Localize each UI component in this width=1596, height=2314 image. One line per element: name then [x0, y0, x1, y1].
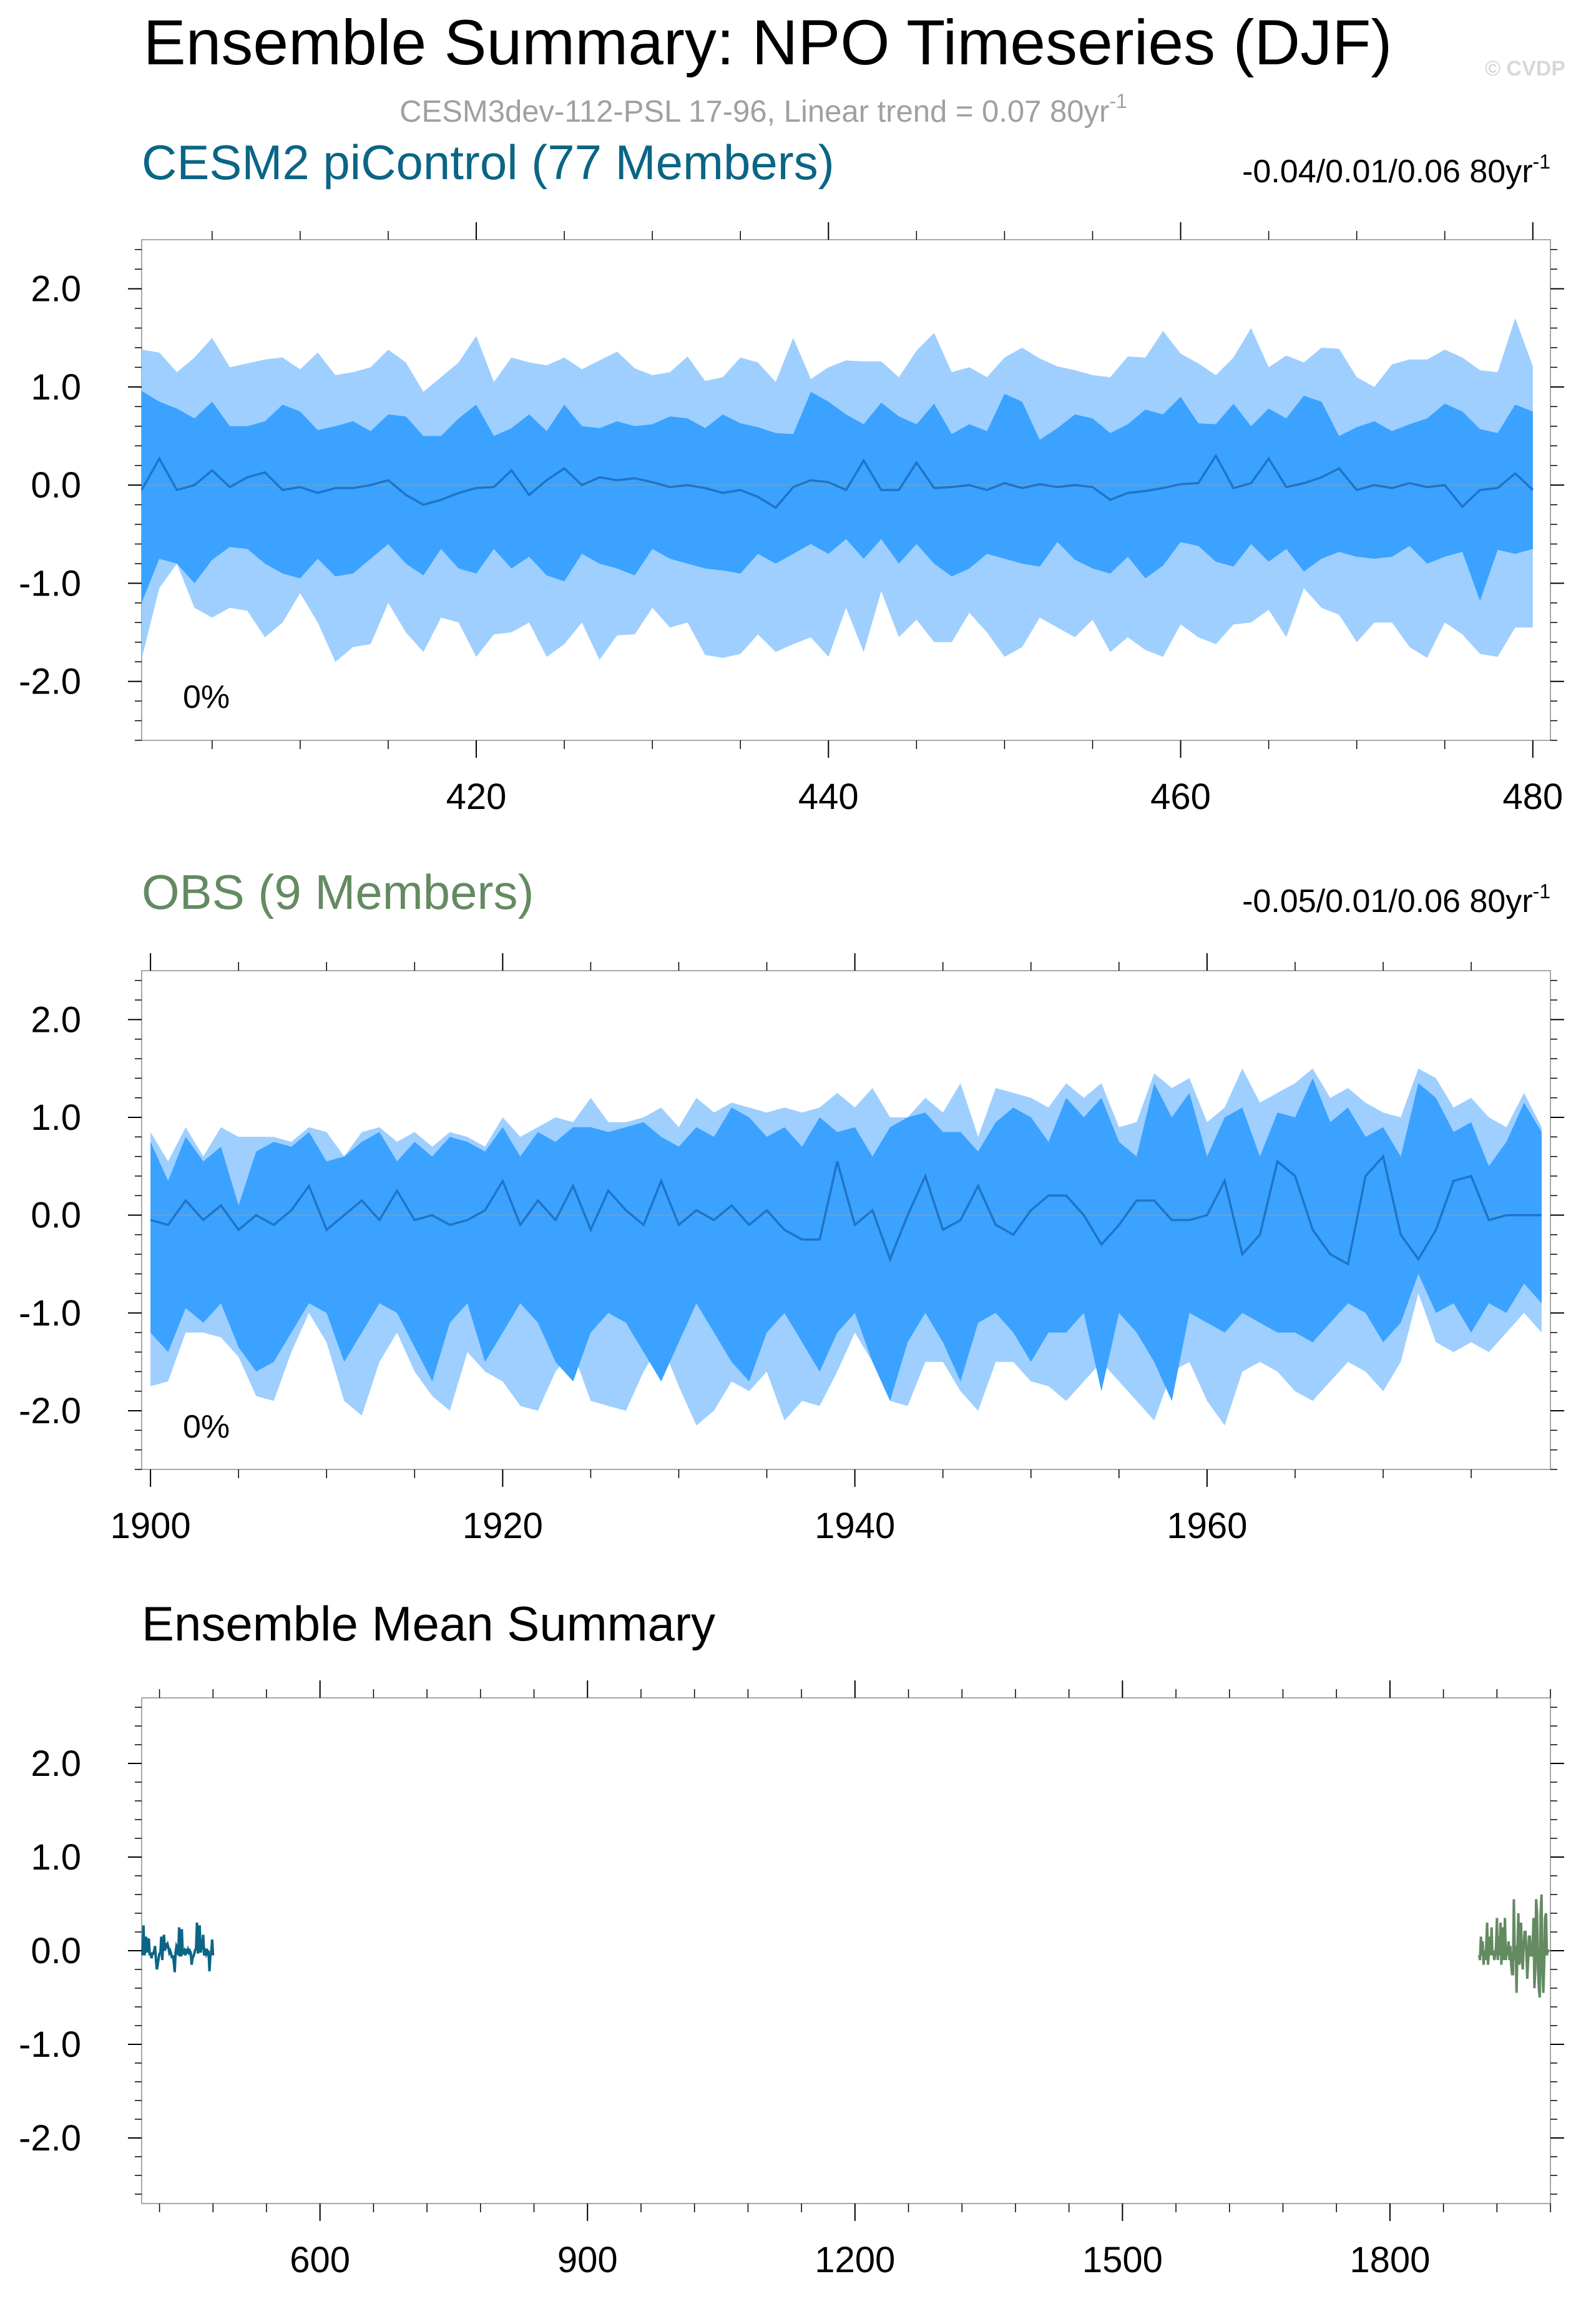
- x-tick-label: 1800: [1349, 2240, 1430, 2280]
- panel-ensemble-mean-summary: Ensemble Mean Summary 2.0 1.0 0.0 -1.0 -2.0 60…: [19, 1596, 1564, 2280]
- y-tick-label: 1.0: [31, 1837, 81, 1878]
- y-tick-label: -2.0: [19, 662, 81, 702]
- y-tick-label: 2.0: [31, 269, 81, 310]
- panel-cesm2-picontrol: CESM2 piControl (77 Members) -0.04/0.01/0…: [19, 135, 1564, 817]
- series-line: [141, 1922, 215, 1973]
- y-tick-label: 1.0: [31, 1097, 81, 1138]
- x-tick-label: 1920: [463, 1506, 543, 1546]
- x-tick-label: 480: [1502, 777, 1563, 817]
- y-tick-label: -2.0: [19, 2118, 81, 2159]
- y-tick-label: 0.0: [31, 1931, 81, 1971]
- x-tick-label: 1960: [1167, 1506, 1247, 1546]
- y-tick-label: -1.0: [19, 2024, 81, 2065]
- watermark: © CVDP: [1485, 57, 1565, 81]
- figure-title: Ensemble Summary: NPO Timeseries (DJF): [144, 7, 1393, 78]
- ensemble-mean-line: [140, 453, 1534, 509]
- panel-title: CESM2 piControl (77 Members): [142, 135, 835, 190]
- percent-label: 0%: [183, 679, 230, 715]
- x-tick-label: 460: [1150, 777, 1211, 817]
- y-tick-label: 1.0: [31, 367, 81, 408]
- panel-title: OBS (9 Members): [142, 865, 534, 919]
- panel-title: Ensemble Mean Summary: [142, 1596, 715, 1651]
- x-tick-label: 600: [290, 2240, 350, 2280]
- trend-text: -0.05/0.01/0.06 80yr-1: [1242, 880, 1550, 919]
- y-tick-label: 0.0: [31, 465, 81, 506]
- y-tick-label: 2.0: [31, 999, 81, 1040]
- series-line: [1477, 1894, 1550, 1998]
- percent-label: 0%: [183, 1409, 230, 1445]
- y-tick-label: 2.0: [31, 1743, 81, 1784]
- ensemble-mean-line: [150, 1154, 1542, 1266]
- y-tick-label: 0.0: [31, 1195, 81, 1236]
- x-tick-label: 1940: [815, 1506, 895, 1546]
- x-tick-label: 1200: [815, 2240, 895, 2280]
- figure-subtitle: CESM3dev-112-PSL 17-96, Linear trend = 0…: [399, 90, 1127, 129]
- plot-frame: [141, 1697, 1551, 2204]
- x-tick-label: 1900: [110, 1506, 191, 1546]
- inner-spread-band: [150, 1078, 1542, 1401]
- x-tick-label: 900: [557, 2240, 618, 2280]
- y-tick-label: -1.0: [19, 563, 81, 604]
- x-tick-label: 440: [798, 777, 859, 817]
- panel-obs: OBS (9 Members) -0.05/0.01/0.06 80yr-1 0% 2…: [19, 865, 1564, 1546]
- x-tick-label: 1500: [1082, 2240, 1163, 2280]
- x-tick-label: 420: [446, 777, 507, 817]
- trend-text: -0.04/0.01/0.06 80yr-1: [1242, 150, 1550, 190]
- y-tick-label: -2.0: [19, 1391, 81, 1431]
- inner-spread-band: [142, 391, 1533, 603]
- y-tick-label: -1.0: [19, 1293, 81, 1333]
